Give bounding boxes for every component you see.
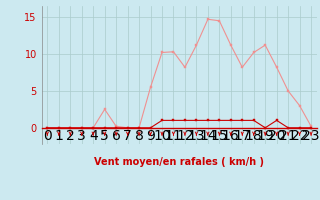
X-axis label: Vent moyen/en rafales ( km/h ): Vent moyen/en rafales ( km/h )	[94, 157, 264, 167]
